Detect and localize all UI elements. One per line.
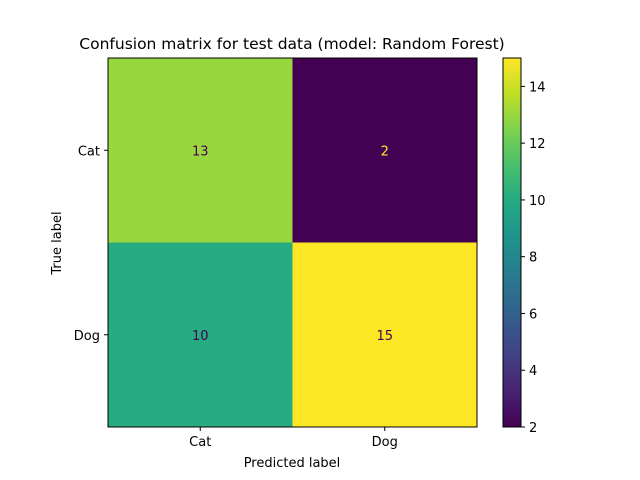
colorbar-tick-label: 8	[529, 251, 537, 266]
colorbar-tick-label: 2	[529, 421, 537, 436]
x-axis-ticks: Cat Dog	[189, 427, 398, 450]
heatmap-cell	[108, 58, 293, 243]
colorbar: 2 4 6 8 10 12 14	[502, 57, 546, 436]
x-tick-label: Dog	[372, 435, 398, 450]
y-axis-label: True label	[50, 211, 65, 275]
colorbar-tick-label: 6	[529, 307, 537, 322]
chart-title: Confusion matrix for test data (model: R…	[79, 35, 504, 53]
colorbar-tick-label: 10	[529, 194, 546, 209]
cell-value-label: 15	[376, 329, 393, 344]
x-tick-label: Cat	[189, 435, 211, 450]
heatmap-cell	[292, 58, 477, 243]
colorbar-tick-label: 12	[529, 137, 546, 152]
colorbar-gradient	[502, 57, 522, 428]
heatmap-cell	[292, 242, 477, 427]
y-axis-ticks: Cat Dog	[74, 144, 108, 344]
cell-value-label: 2	[381, 144, 389, 159]
heatmap-cell-labels: 13 2 10 15	[192, 144, 393, 344]
colorbar-tick-label: 14	[529, 80, 546, 95]
cell-value-label: 10	[192, 329, 209, 344]
y-tick-label: Cat	[78, 144, 100, 159]
y-tick-label: Dog	[74, 329, 100, 344]
heatmap-cell	[108, 242, 293, 427]
heatmap-cells	[108, 58, 477, 427]
colorbar-tick-label: 4	[529, 364, 537, 379]
cell-value-label: 13	[192, 144, 209, 159]
x-axis-label: Predicted label	[244, 456, 341, 471]
heatmap-frame	[107, 57, 478, 428]
